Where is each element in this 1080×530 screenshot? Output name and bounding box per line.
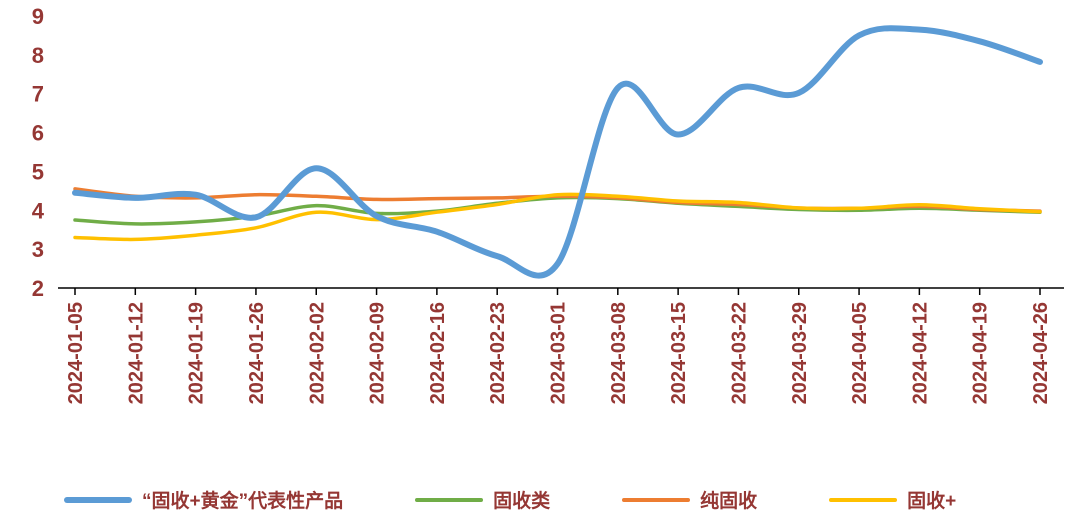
x-tick-label: 2024-03-22 (728, 302, 750, 404)
series-line-3 (73, 192, 1042, 242)
legend-item-1: 固收类 (415, 486, 550, 513)
legend-item-3: 固收+ (829, 486, 956, 513)
y-tick-label: 7 (32, 82, 44, 107)
y-tick-label: 2 (32, 276, 44, 301)
series-line-0 (72, 25, 1043, 279)
x-tick-label: 2024-04-12 (909, 302, 931, 404)
line-chart: 2024-01-05 2024-01-12 2024-01-19 2024-01-26… (32, 4, 1064, 404)
legend-line-swatch (64, 496, 132, 503)
x-tick-label: 2024-03-29 (789, 302, 811, 404)
x-tick-label: 2024-04-05 (849, 302, 871, 404)
x-tick-label: 2024-03-15 (668, 302, 690, 404)
y-tick-label: 5 (32, 159, 44, 184)
x-tick-label: 2024-02-16 (427, 302, 449, 404)
legend-line-swatch (415, 497, 484, 502)
y-tick-label: 3 (32, 237, 44, 262)
y-tick-label: 4 (32, 198, 45, 223)
x-tick-label: 2024-03-08 (608, 302, 630, 404)
chart-canvas: 2024-01-05 2024-01-12 2024-01-19 2024-01-26… (32, 4, 1064, 404)
legend-line-swatch (622, 497, 691, 502)
series-line-1 (73, 195, 1042, 226)
y-tick-label: 9 (32, 4, 44, 29)
y-tick-label: 8 (32, 43, 44, 68)
chart-legend: “固收+黄金”代表性产品 固收类 纯固收 固收+ (64, 486, 1070, 513)
x-tick-label: 2024-02-23 (487, 302, 509, 404)
x-tick-label: 2024-03-01 (548, 302, 570, 404)
x-tick-label: 2024-04-19 (970, 302, 992, 404)
x-tick-label: 2024-01-26 (246, 302, 268, 404)
x-tick-label: 2024-01-05 (65, 302, 87, 404)
legend-label: “固收+黄金”代表性产品 (142, 491, 344, 512)
x-tick-label: 2024-01-19 (186, 302, 208, 404)
x-tick-label: 2024-01-12 (125, 302, 147, 404)
legend-item-2: 纯固收 (622, 486, 757, 513)
y-tick-label: 6 (32, 121, 44, 146)
legend-label: 固收+ (907, 491, 957, 512)
x-tick-label: 2024-04-26 (1030, 302, 1052, 404)
x-tick-label: 2024-02-02 (306, 302, 328, 404)
legend-label: 固收类 (493, 491, 551, 512)
legend-item-0: “固收+黄金”代表性产品 (64, 486, 343, 513)
legend-line-swatch (829, 497, 898, 502)
x-tick-label: 2024-02-09 (367, 302, 389, 404)
legend-label: 纯固收 (700, 491, 758, 512)
